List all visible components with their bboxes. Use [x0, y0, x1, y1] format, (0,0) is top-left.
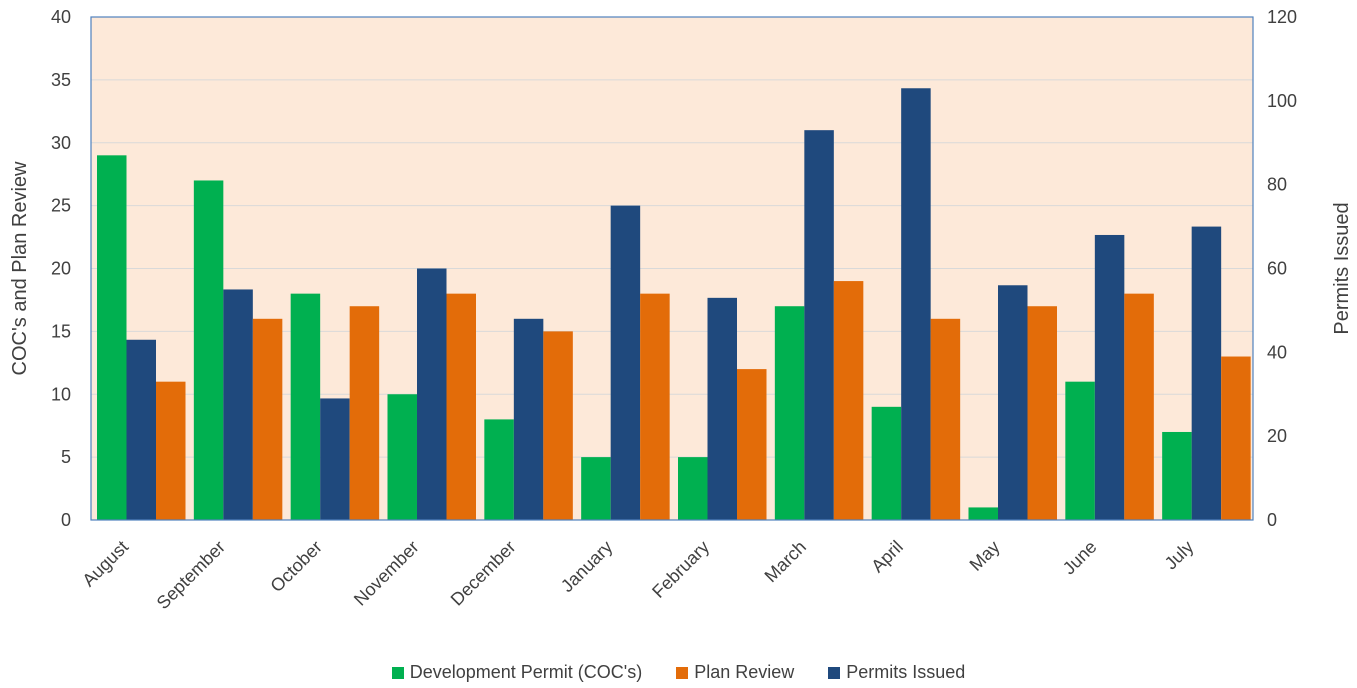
bar-plan-review: [1221, 356, 1251, 520]
bar-permits-issued: [223, 289, 253, 520]
bar-permits-issued: [1094, 234, 1125, 520]
bar-plan-review: [156, 381, 186, 520]
bar-permits-issued: [320, 398, 350, 520]
x-tick-label: April: [867, 537, 907, 577]
legend-item-permits-issued: Permits Issued: [828, 662, 965, 683]
bar-development-permit-coc-s: [871, 406, 902, 520]
bar-plan-review: [252, 318, 283, 520]
bar-development-permit-coc-s: [97, 155, 127, 520]
x-tick-label: August: [78, 537, 132, 591]
x-tick-label: February: [648, 537, 713, 602]
bar-permits-issued: [417, 268, 447, 520]
bar-plan-review: [640, 293, 670, 520]
legend-item-plan-review: Plan Review: [676, 662, 794, 683]
legend-label-plan-review: Plan Review: [694, 662, 795, 682]
y-tick-label: 0: [61, 510, 71, 530]
bar-permits-issued: [513, 318, 544, 520]
y-axis-title: COC's and Plan Review: [9, 161, 31, 375]
legend-swatch-development-permit: [391, 666, 404, 679]
x-tick-label: November: [350, 537, 423, 610]
x-tick-label: July: [1161, 537, 1198, 574]
bar-permits-issued: [804, 130, 834, 521]
bar-plan-review: [833, 281, 864, 520]
y-tick-label: 30: [51, 133, 71, 153]
y-tick-label: 25: [51, 196, 71, 216]
legend-item-development-permit: Development Permit (COC's): [391, 662, 643, 683]
bar-development-permit-coc-s: [1162, 431, 1192, 520]
y-tick-label: 20: [51, 259, 71, 279]
y-tick-label: 40: [51, 7, 71, 27]
bar-development-permit-coc-s: [290, 293, 321, 520]
y2-tick-label: 100: [1267, 91, 1297, 111]
bar-development-permit-coc-s: [581, 457, 611, 520]
legend-swatch-plan-review: [676, 666, 689, 679]
y2-tick-label: 40: [1267, 342, 1287, 362]
bar-development-permit-coc-s: [968, 507, 998, 520]
bar-plan-review: [1027, 306, 1057, 520]
bar-permits-issued: [901, 88, 931, 520]
legend: Development Permit (COC's) Plan Review P…: [0, 662, 1357, 683]
legend-swatch-permits-issued: [828, 666, 841, 679]
x-tick-label: October: [266, 537, 325, 596]
x-tick-label: January: [557, 537, 616, 596]
bar-plan-review: [930, 318, 961, 520]
y2-tick-label: 80: [1267, 175, 1287, 195]
x-tick-label: December: [447, 537, 520, 610]
y-tick-label: 15: [51, 321, 71, 341]
bar-plan-review: [543, 331, 573, 520]
y2-axis-title: Permits Issued: [1331, 202, 1353, 334]
chart-svg: 0 5 10 15 20 25 30 35 40 0 20 40 60 80 100 120 August Sep…: [9, 7, 1353, 613]
bar-permits-issued: [707, 297, 737, 520]
y2-tick-label: 20: [1267, 426, 1287, 446]
bar-permits-issued: [998, 285, 1028, 520]
bar-development-permit-coc-s: [387, 394, 417, 520]
bar-plan-review: [1124, 293, 1154, 520]
x-tick-label: September: [153, 537, 229, 613]
bar-permits-issued: [610, 205, 641, 520]
y-tick-label: 5: [61, 447, 71, 467]
y2-tick-label: 60: [1267, 259, 1287, 279]
bar-development-permit-coc-s: [678, 457, 708, 520]
x-tick-label: March: [761, 537, 811, 587]
bar-development-permit-coc-s: [1065, 381, 1095, 520]
bar-development-permit-coc-s: [484, 419, 514, 520]
bar-plan-review: [446, 293, 476, 520]
bar-permits-issued: [1191, 226, 1222, 521]
x-tick-label: May: [966, 537, 1004, 575]
y2-tick-label: 120: [1267, 7, 1297, 27]
bar-plan-review: [349, 306, 380, 520]
plot-border: [90, 16, 1254, 521]
y2-tick-label: 0: [1267, 510, 1277, 530]
bar-plan-review: [737, 369, 767, 520]
bar-development-permit-coc-s: [193, 180, 224, 520]
y-tick-label: 35: [51, 70, 71, 90]
x-tick-label: June: [1059, 537, 1101, 579]
bar-development-permit-coc-s: [774, 306, 805, 520]
y-tick-label: 10: [51, 384, 71, 404]
legend-label-development-permit: Development Permit (COC's): [409, 662, 643, 682]
bar-permits-issued: [126, 339, 156, 520]
legend-label-permits-issued: Permits Issued: [846, 662, 966, 682]
